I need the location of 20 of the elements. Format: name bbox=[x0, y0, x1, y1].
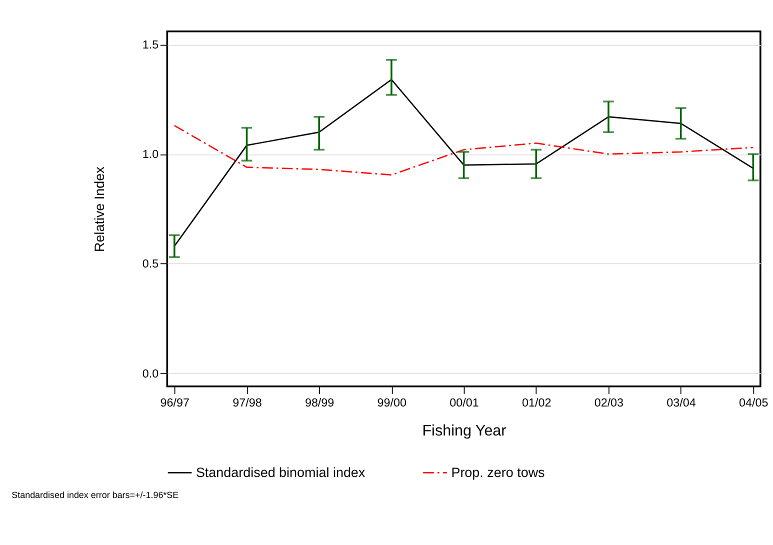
legend-label: Prop. zero tows bbox=[451, 465, 546, 480]
legend-label: Standardised binomial index bbox=[196, 465, 366, 480]
x-tick-label: 03/04 bbox=[666, 396, 696, 410]
y-tick-label: 0.0 bbox=[142, 367, 160, 380]
x-tick-label: 01/02 bbox=[522, 396, 552, 410]
x-tick-label: 04/05 bbox=[739, 396, 768, 410]
x-axis-title: Fishing Year bbox=[422, 422, 506, 440]
x-tick-label: 02/03 bbox=[594, 396, 624, 410]
text: Standardised index error bars=+/-1.96*SE bbox=[12, 490, 179, 500]
x-tick-label: 96/97 bbox=[160, 396, 190, 410]
x-tick-label: 98/99 bbox=[304, 396, 334, 410]
line-series bbox=[174, 124, 754, 176]
x-tick-label: 99/00 bbox=[377, 396, 408, 410]
x-tick-label: 00/01 bbox=[450, 396, 479, 410]
y-axis-title: Relative Index bbox=[92, 166, 107, 252]
x-tick-label: 97/98 bbox=[232, 396, 262, 410]
y-tick-label: 1.5 bbox=[142, 38, 159, 52]
y-tick-label: 0.5 bbox=[142, 258, 159, 271]
line-series bbox=[174, 78, 754, 247]
y-tick-label: 1.0 bbox=[142, 148, 160, 162]
